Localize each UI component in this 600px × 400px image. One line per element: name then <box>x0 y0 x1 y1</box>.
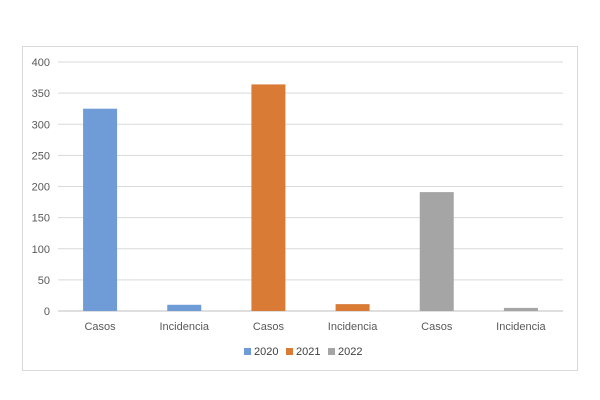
y-tick-label: 150 <box>32 213 50 225</box>
y-axis: 0 50 100 150 200 250 300 350 400 <box>32 57 50 318</box>
y-tick-label: 0 <box>44 306 50 318</box>
legend-label-2020: 2020 <box>254 346 278 358</box>
gridlines <box>58 61 563 312</box>
x-axis: Casos Incidencia Casos Incidencia Casos Incid… <box>84 321 546 333</box>
legend-swatch-2020 <box>244 348 251 355</box>
bar-2021-incidencia <box>335 304 370 311</box>
y-tick-label: 50 <box>38 275 50 287</box>
bar-2020-incidencia <box>167 304 202 311</box>
x-tick-label: Casos <box>253 321 285 333</box>
legend-label-2022: 2022 <box>338 346 362 358</box>
bar-2022-casos <box>419 192 454 311</box>
y-tick-label: 250 <box>32 150 50 162</box>
legend-label-2021: 2021 <box>296 346 320 358</box>
bar-2021-casos <box>251 84 286 311</box>
x-tick-label: Incidencia <box>496 321 546 333</box>
x-tick-label: Casos <box>421 321 453 333</box>
y-tick-label: 100 <box>32 244 50 256</box>
legend-swatch-2022 <box>328 348 335 355</box>
y-tick-label: 350 <box>32 88 50 100</box>
bar-2020-casos <box>83 108 118 311</box>
y-tick-label: 300 <box>32 119 50 131</box>
legend: 2020 2021 2022 <box>244 346 362 358</box>
y-tick-label: 200 <box>32 182 50 194</box>
x-tick-label: Casos <box>84 321 116 333</box>
x-tick-label: Incidencia <box>159 321 209 333</box>
y-tick-label: 400 <box>32 57 50 69</box>
bar-2022-incidencia <box>503 307 538 311</box>
bars <box>83 84 538 311</box>
x-tick-label: Incidencia <box>328 321 378 333</box>
legend-swatch-2021 <box>286 348 293 355</box>
